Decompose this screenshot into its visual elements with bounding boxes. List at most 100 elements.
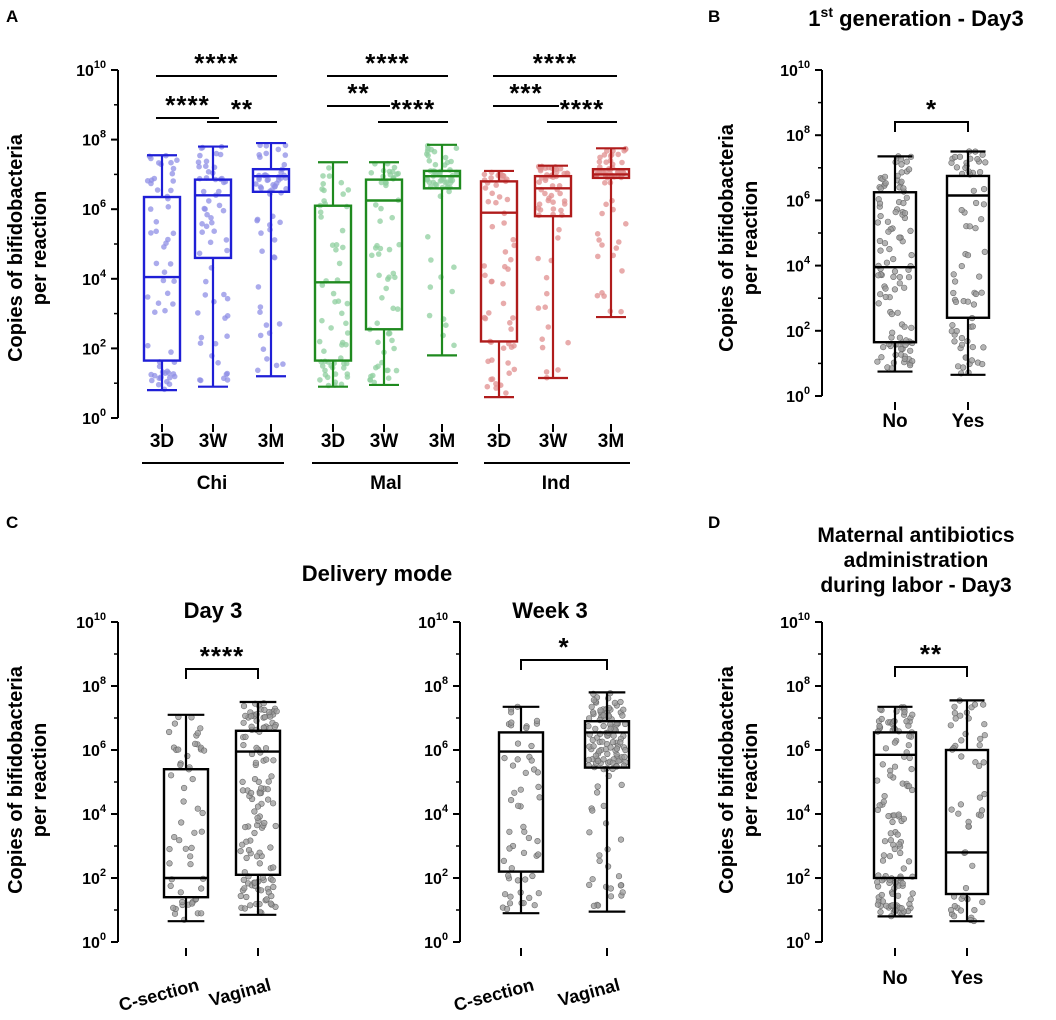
chart-c1: 100 102 104 106 108 1010 C-section Vaginal **** xyxy=(76,611,282,1016)
data-point xyxy=(203,278,209,285)
data-point xyxy=(149,377,155,384)
data-point xyxy=(508,865,515,872)
data-point xyxy=(590,902,598,910)
data-point xyxy=(260,346,267,353)
data-point xyxy=(972,199,980,207)
panel-b-ylabel: Copies of bifidobacteria per reaction xyxy=(716,123,762,352)
data-point xyxy=(275,146,282,153)
data-point xyxy=(502,249,509,255)
data-point xyxy=(177,889,184,896)
data-point xyxy=(453,145,460,151)
data-point xyxy=(901,708,908,716)
data-point xyxy=(428,257,434,263)
data-point xyxy=(980,759,987,766)
box-iqr xyxy=(364,178,404,331)
data-point xyxy=(248,723,255,730)
data-point xyxy=(502,891,509,898)
data-point xyxy=(953,164,961,171)
data-point xyxy=(170,904,177,912)
data-point xyxy=(391,164,398,171)
data-point xyxy=(553,169,560,175)
data-point xyxy=(500,857,508,865)
data-point xyxy=(162,307,168,314)
data-point xyxy=(338,179,345,186)
box-a-5 xyxy=(422,142,462,357)
box-iqr xyxy=(497,731,545,873)
data-point xyxy=(385,331,392,337)
data-point xyxy=(555,367,561,373)
data-point xyxy=(535,783,542,791)
y-tick-label: 102 xyxy=(786,320,810,341)
data-point xyxy=(602,180,608,186)
data-point xyxy=(905,274,913,281)
data-point xyxy=(273,362,280,369)
data-point xyxy=(256,790,263,797)
data-point xyxy=(947,906,955,914)
data-point xyxy=(607,893,615,900)
data-point xyxy=(182,845,189,852)
data-point xyxy=(198,910,205,917)
data-point xyxy=(283,186,289,192)
data-point xyxy=(148,371,154,378)
data-point xyxy=(160,277,167,284)
data-point xyxy=(224,377,231,383)
data-point xyxy=(517,786,524,793)
data-point xyxy=(167,882,174,890)
data-point xyxy=(373,202,379,208)
data-point xyxy=(613,245,620,251)
data-point xyxy=(180,798,187,805)
data-point xyxy=(223,371,230,378)
significance-label: **** xyxy=(365,48,409,78)
data-point xyxy=(144,294,151,300)
data-point xyxy=(240,876,247,884)
data-point xyxy=(600,756,607,763)
data-point xyxy=(170,165,177,172)
data-point xyxy=(976,273,983,280)
data-point xyxy=(600,722,607,730)
data-point xyxy=(610,732,617,739)
data-point xyxy=(168,159,174,166)
data-point xyxy=(177,761,184,769)
data-point xyxy=(343,341,349,348)
y-tick-label: 1010 xyxy=(780,59,810,80)
data-point xyxy=(253,744,260,752)
data-point xyxy=(240,719,247,726)
data-point xyxy=(970,301,978,308)
data-point xyxy=(594,757,602,765)
data-point xyxy=(206,198,212,204)
data-point xyxy=(980,186,988,193)
data-point xyxy=(165,204,172,210)
x-category-label: 3W xyxy=(539,431,568,452)
data-point xyxy=(947,722,954,729)
data-point xyxy=(535,851,542,858)
data-point xyxy=(561,201,568,207)
data-point xyxy=(619,889,626,896)
data-point xyxy=(976,794,984,801)
data-point xyxy=(968,357,976,364)
box-c2-0 xyxy=(497,703,545,915)
data-point xyxy=(976,169,984,176)
data-point xyxy=(881,838,889,845)
data-point xyxy=(389,214,396,221)
box-a-7 xyxy=(533,163,573,381)
data-point xyxy=(879,898,887,905)
data-point xyxy=(889,329,896,336)
box-iqr xyxy=(945,174,991,319)
data-point xyxy=(958,753,965,760)
x-category-label: C-section xyxy=(117,975,201,1016)
data-point xyxy=(875,196,882,203)
data-point xyxy=(239,778,246,786)
data-point xyxy=(277,219,283,226)
data-point xyxy=(503,905,511,913)
data-point xyxy=(971,906,978,914)
data-point xyxy=(179,898,186,906)
panel-label-d: D xyxy=(708,513,720,532)
data-point xyxy=(261,713,269,721)
data-point xyxy=(508,719,515,726)
x-category-label: Yes xyxy=(952,411,985,432)
data-point xyxy=(908,252,915,259)
data-point xyxy=(957,712,964,719)
data-point xyxy=(383,285,390,292)
data-point xyxy=(596,857,603,865)
data-point xyxy=(191,829,198,836)
